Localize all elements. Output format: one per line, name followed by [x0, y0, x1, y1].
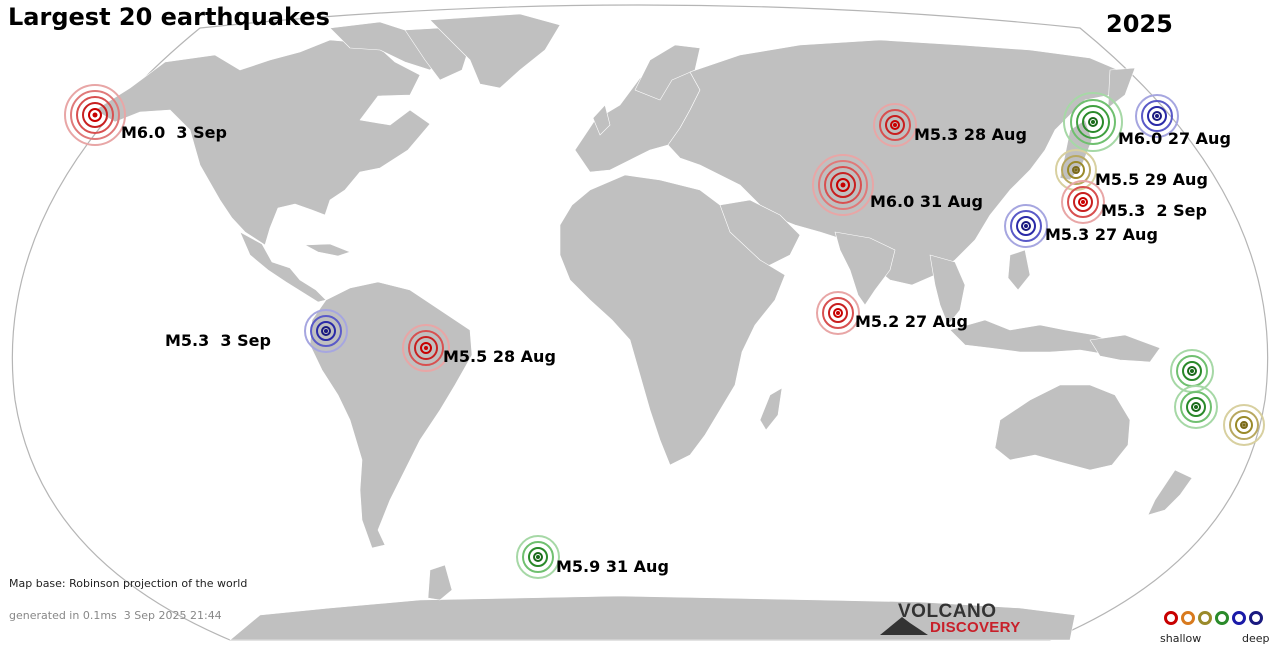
map-base-note: Map base: Robinson projection of the wor… — [9, 577, 248, 590]
depth-ring-6 — [1249, 611, 1263, 625]
quake-label-japan-olive: M5.5 29 Aug — [1095, 170, 1208, 189]
quake-label-mongolia: M5.3 28 Aug — [914, 125, 1027, 144]
north-america — [94, 39, 431, 246]
quake-label-japan-red: M5.3 2 Sep — [1101, 201, 1207, 220]
philippines — [1007, 249, 1031, 291]
quake-marker-kuril-green[interactable] — [1063, 92, 1123, 152]
quake-label-colombia: M5.3 3 Sep — [165, 331, 271, 350]
scandinavia — [634, 44, 701, 101]
new-guinea — [1089, 334, 1161, 363]
british-isles — [592, 104, 611, 136]
indochina — [929, 254, 966, 326]
quake-marker-afghanistan[interactable] — [812, 154, 874, 216]
quake-rings — [64, 84, 1265, 579]
depth-ring-5 — [1232, 611, 1246, 625]
quake-marker-colombia[interactable] — [304, 309, 348, 353]
volcanodiscovery-logo[interactable]: VOLCANO DISCOVERY — [880, 601, 1040, 639]
quake-marker-japan-red[interactable] — [1061, 180, 1105, 224]
depth-ring-3 — [1198, 611, 1212, 625]
quake-label-brazil: M5.5 28 Aug — [443, 347, 556, 366]
quake-marker-brazil[interactable] — [402, 324, 450, 372]
quake-marker-kuril-deep[interactable] — [1135, 94, 1179, 138]
caribbean — [304, 243, 351, 257]
landmasses — [94, 13, 1193, 641]
quake-label-alaska: M6.0 3 Sep — [121, 123, 227, 142]
depth-ring-4 — [1215, 611, 1229, 625]
map-year: 2025 — [1106, 10, 1173, 38]
quake-marker-carlsberg-ridge[interactable] — [816, 291, 860, 335]
quake-marker-south-sandwich[interactable] — [516, 535, 560, 579]
quake-marker-alaska[interactable] — [64, 84, 126, 146]
quake-marker-fiji[interactable] — [1223, 404, 1265, 446]
legend-shallow-label: shallow — [1160, 632, 1202, 645]
new-zealand — [1147, 469, 1193, 516]
depth-ring-2 — [1181, 611, 1195, 625]
legend-deep-label: deep — [1242, 632, 1270, 645]
logo-word-discovery: DISCOVERY — [930, 619, 1021, 636]
india — [834, 231, 896, 306]
quake-marker-vanuatu-2[interactable] — [1174, 385, 1218, 429]
quake-label-carlsberg-ridge: M5.2 27 Aug — [855, 312, 968, 331]
australia — [994, 384, 1131, 471]
quake-label-kuril-deep: M6.0 27 Aug — [1118, 129, 1231, 148]
quake-marker-taiwan[interactable] — [1004, 204, 1048, 248]
quake-label-south-sandwich: M5.9 31 Aug — [556, 557, 669, 576]
quake-label-taiwan: M5.3 27 Aug — [1045, 225, 1158, 244]
kamchatka — [1107, 67, 1136, 109]
volcano-icon — [880, 617, 928, 635]
quake-label-afghanistan: M6.0 31 Aug — [870, 192, 983, 211]
logo-word-volcano: VOLCANO — [898, 601, 997, 622]
map-title: Largest 20 earthquakes — [8, 3, 330, 31]
depth-ring-1 — [1164, 611, 1178, 625]
depth-legend: shallow deep — [1158, 608, 1270, 648]
quake-marker-japan-olive[interactable] — [1055, 149, 1097, 191]
africa — [559, 174, 786, 466]
quake-marker-mongolia[interactable] — [873, 103, 917, 147]
greenland — [429, 13, 561, 89]
antarctica — [229, 595, 1076, 641]
madagascar — [759, 387, 783, 431]
antarctic-peninsula — [427, 564, 453, 601]
generated-timestamp: generated in 0.1ms 3 Sep 2025 21:44 — [9, 609, 222, 622]
